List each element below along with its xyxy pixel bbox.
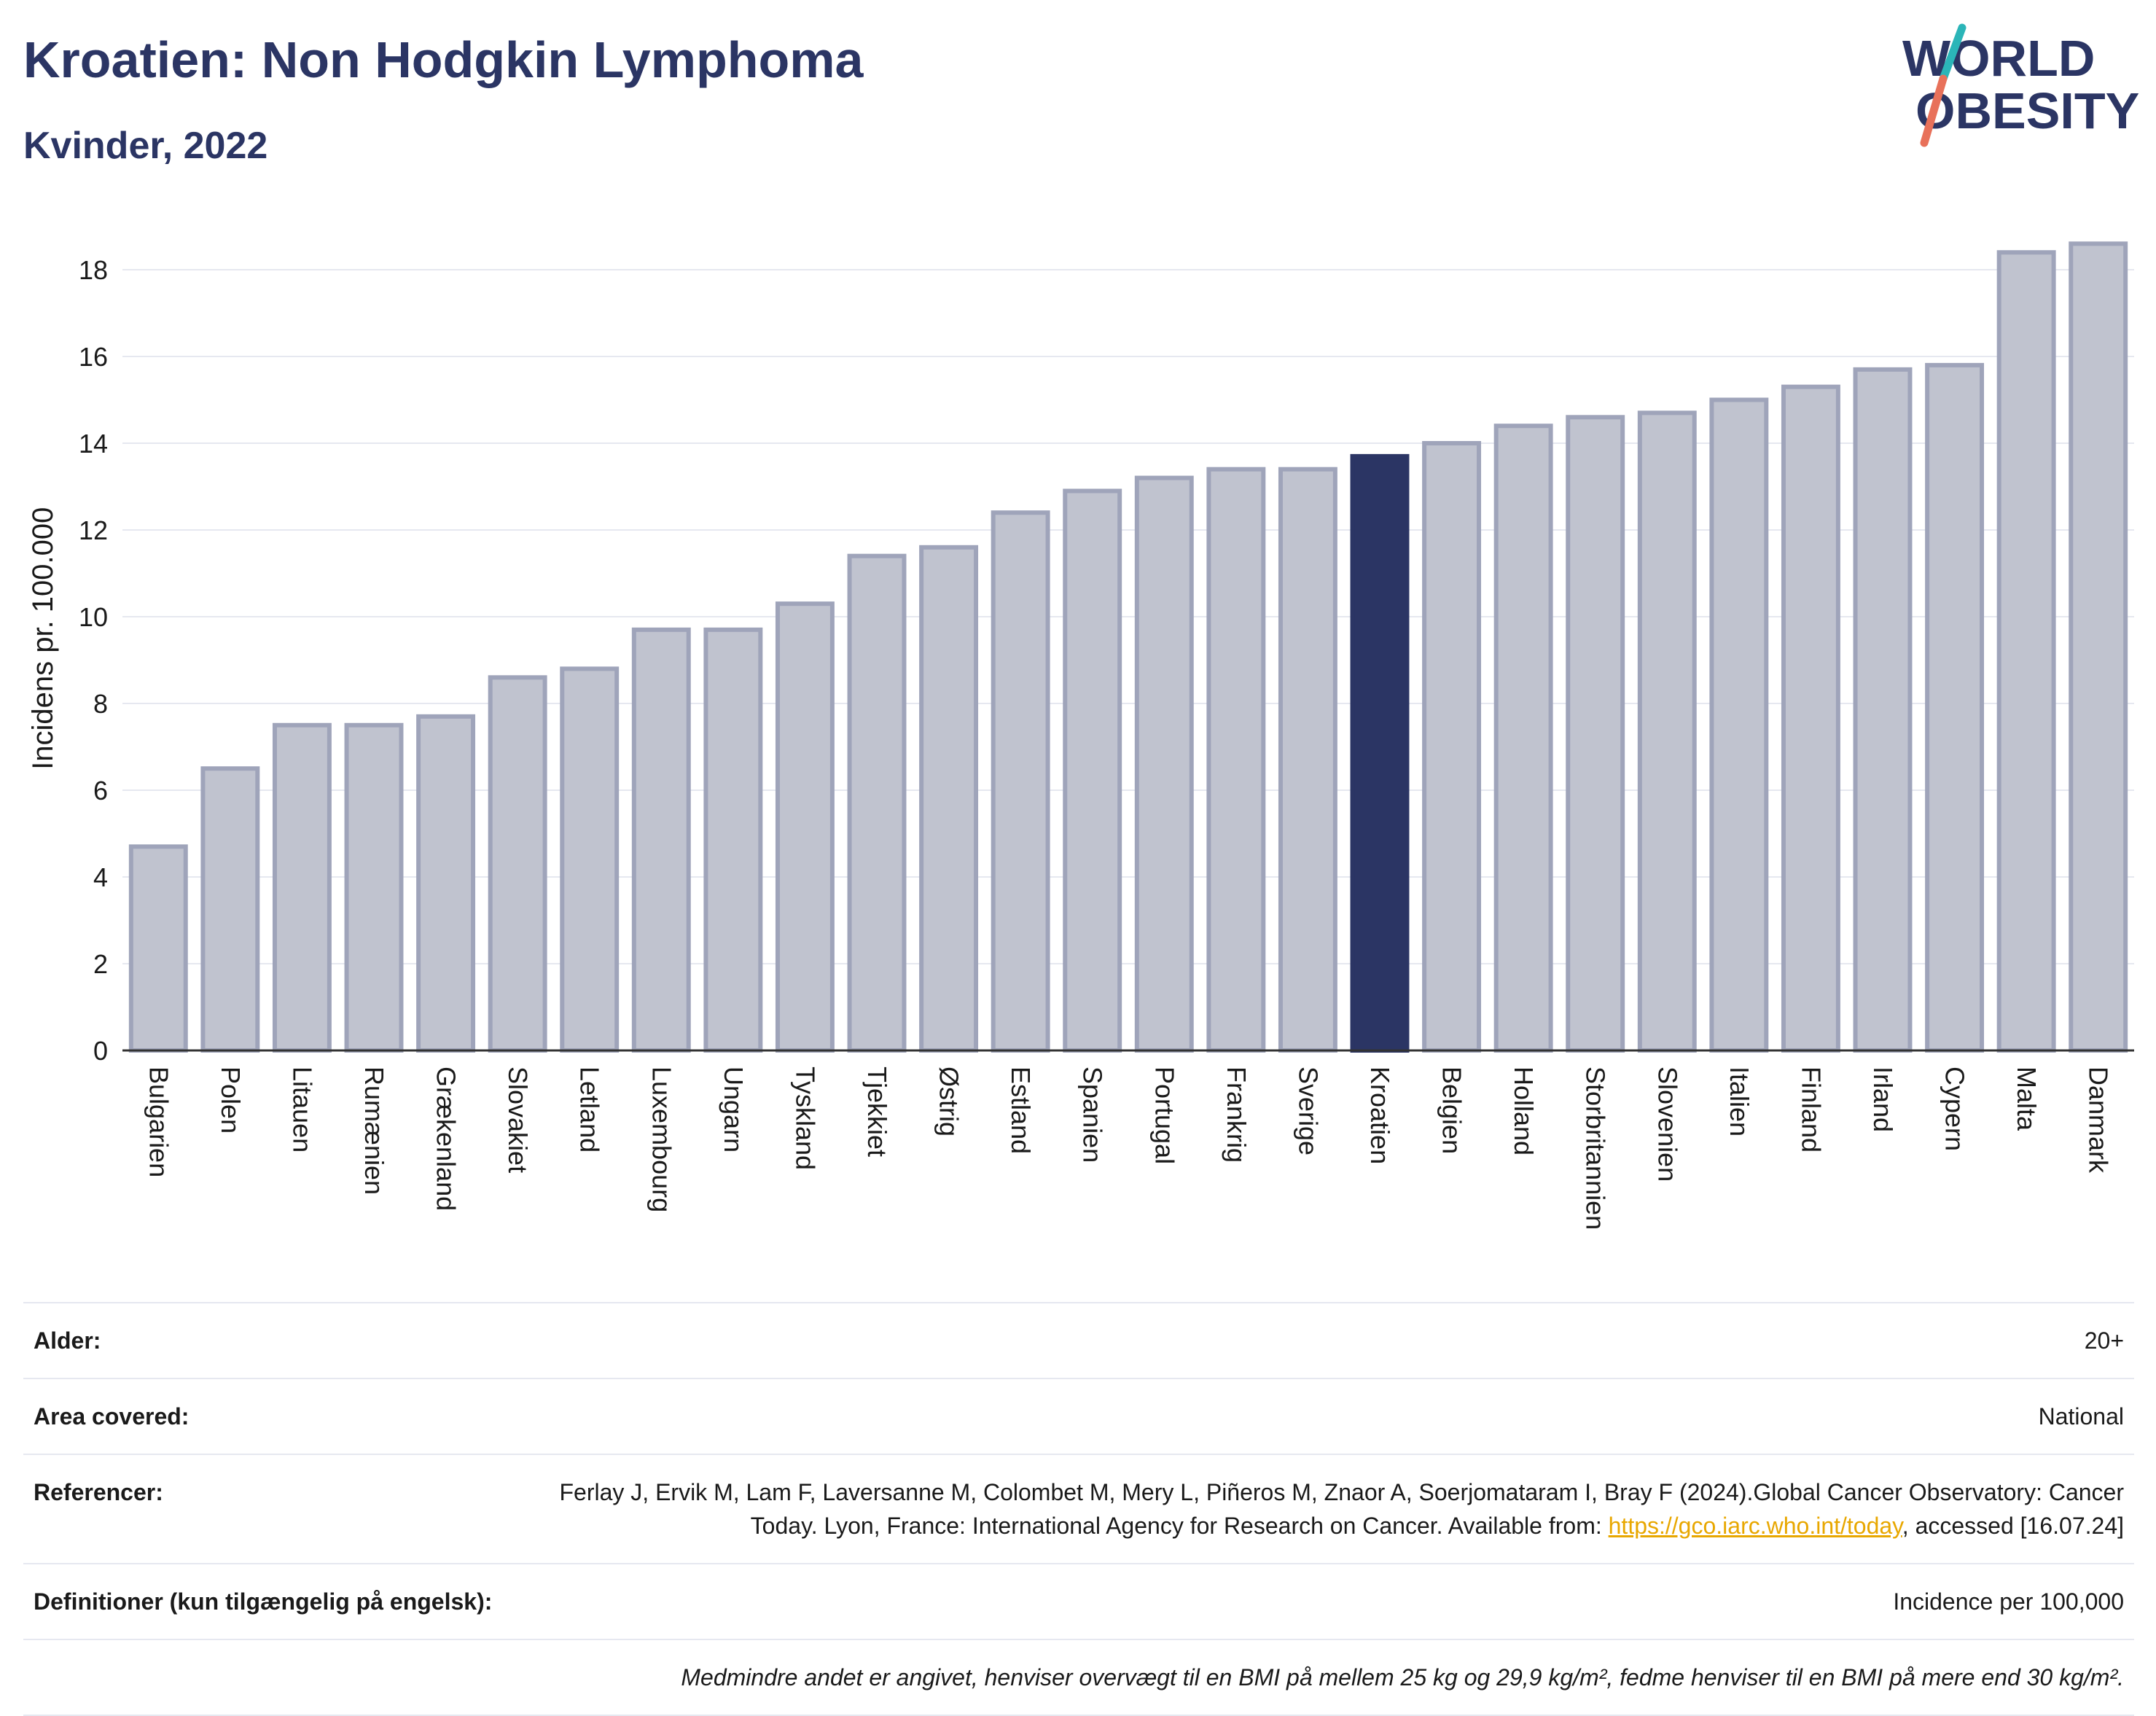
x-tick-label: Slovenien — [1652, 1066, 1682, 1182]
bar — [1709, 397, 1769, 1053]
bar — [1063, 488, 1122, 1053]
bar — [128, 844, 188, 1053]
reference-text: Ferlay J, Ervik M, Lam F, Laversanne M, … — [559, 1479, 2124, 1539]
info-note: Medmindre andet er angivet, henviser ove… — [681, 1664, 2124, 1690]
x-tick-label: Slovakiet — [503, 1066, 533, 1173]
info-label-referencer: Referencer: — [34, 1479, 163, 1505]
x-tick-label: Rumænien — [359, 1066, 389, 1195]
y-tick-label: 4 — [93, 862, 108, 892]
x-tick-label: Frankrig — [1222, 1066, 1251, 1163]
x-tick-label: Portugal — [1149, 1066, 1179, 1164]
x-tick-label: Letland — [575, 1066, 605, 1153]
bar — [1278, 467, 1337, 1053]
bar — [560, 666, 620, 1053]
x-tick-label: Tjekkiet — [862, 1066, 892, 1157]
x-tick-label: Holland — [1509, 1066, 1539, 1155]
y-tick-label: 16 — [79, 342, 108, 372]
info-label-definitioner: Definitioner (kun tilgængelig på engelsk… — [34, 1588, 493, 1615]
x-tick-label: Cypern — [1940, 1066, 1970, 1151]
bar — [1134, 475, 1194, 1053]
bar — [272, 722, 332, 1053]
x-tick-label: Østrig — [934, 1066, 964, 1136]
y-tick-label: 6 — [93, 776, 108, 806]
x-tick-label: Sverige — [1293, 1066, 1323, 1155]
bar — [1206, 467, 1266, 1053]
x-tick-label: Belgien — [1437, 1066, 1467, 1154]
info-value-area: National — [2038, 1403, 2124, 1430]
x-tick-label: Ungarn — [719, 1066, 749, 1153]
x-tick-label: Danmark — [2084, 1066, 2114, 1174]
logo-line1: WORLD — [1902, 30, 2095, 87]
x-tick-label: Italien — [1725, 1066, 1754, 1136]
world-obesity-logo: WORLD OBESITY — [1902, 23, 2139, 147]
bar — [2069, 241, 2128, 1053]
x-tick-label: Storbritannien — [1581, 1066, 1611, 1230]
bar — [1637, 410, 1697, 1053]
info-row-alder: Alder: 20+ — [23, 1302, 2134, 1378]
info-value-alder: 20+ — [2084, 1327, 2124, 1354]
bar — [1853, 367, 1913, 1053]
info-value-definitioner: Incidence per 100,000 — [1893, 1588, 2124, 1615]
x-tick-label: Malta — [2012, 1066, 2042, 1131]
reference-link[interactable]: https://gco.iarc.who.int/today — [1608, 1513, 1902, 1539]
bar — [416, 714, 476, 1053]
bar — [631, 627, 691, 1053]
chart-y-ticks: 0 2 4 6 8 10 12 14 16 18 — [79, 255, 108, 1066]
y-tick-label: 14 — [79, 429, 108, 459]
chart-bars — [128, 241, 2128, 1053]
info-row-note: Medmindre andet er angivet, henviser ove… — [23, 1639, 2134, 1716]
info-label-area: Area covered: — [34, 1403, 190, 1430]
y-tick-label: 0 — [93, 1036, 108, 1066]
bar — [847, 553, 907, 1053]
y-tick-label: 2 — [93, 949, 108, 979]
chart-x-labels: Bulgarien Polen Litauen Rumænien Grækenland S… — [144, 1066, 2113, 1230]
reference-accessed: , accessed [16.07.24] — [1902, 1513, 2124, 1539]
page-subtitle: Kvinder, 2022 — [23, 125, 268, 167]
bar — [1996, 250, 2056, 1053]
bar — [1925, 362, 1985, 1053]
y-tick-label: 18 — [79, 255, 108, 285]
page-title: Kroatien: Non Hodgkin Lymphoma — [23, 31, 864, 88]
x-tick-label: Spanien — [1078, 1066, 1108, 1163]
x-tick-label: Estland — [1006, 1066, 1036, 1154]
bar — [775, 601, 835, 1053]
x-tick-label: Litauen — [287, 1066, 317, 1153]
x-tick-label: Kroatien — [1365, 1066, 1395, 1164]
bar-highlight — [1350, 453, 1410, 1053]
bar — [1493, 424, 1553, 1053]
chart-y-label: Incidens pr. 100.000 — [27, 507, 59, 770]
logo-slash-top — [1939, 23, 1966, 83]
x-tick-label: Tyskland — [790, 1066, 820, 1170]
info-table: Alder: 20+ Area covered: National Refere… — [23, 1302, 2134, 1716]
bar — [703, 627, 763, 1053]
logo-line2: OBESITY — [1915, 82, 2139, 139]
info-row-definitioner: Definitioner (kun tilgængelig på engelsk… — [23, 1563, 2134, 1639]
logo-slash-bottom — [1920, 74, 1948, 147]
bar — [200, 766, 260, 1053]
bar — [1422, 441, 1482, 1053]
bar — [344, 722, 404, 1053]
y-tick-label: 12 — [79, 515, 108, 545]
y-tick-label: 10 — [79, 602, 108, 632]
bar — [488, 675, 547, 1053]
info-row-area: Area covered: National — [23, 1378, 2134, 1454]
x-tick-label: Irland — [1868, 1066, 1898, 1132]
x-tick-label: Finland — [1796, 1066, 1826, 1153]
info-label-alder: Alder: — [34, 1327, 101, 1354]
bar — [1566, 415, 1625, 1053]
x-tick-label: Luxembourg — [647, 1066, 676, 1212]
bar — [991, 510, 1050, 1053]
info-value-referencer: Ferlay J, Ervik M, Lam F, Laversanne M, … — [520, 1475, 2124, 1543]
info-row-referencer: Referencer: Ferlay J, Ervik M, Lam F, La… — [23, 1454, 2134, 1563]
x-tick-label: Bulgarien — [144, 1066, 173, 1177]
x-tick-label: Grækenland — [431, 1066, 461, 1211]
bar — [919, 545, 979, 1053]
bar — [1781, 384, 1840, 1053]
y-tick-label: 8 — [93, 689, 108, 719]
bar-chart: 0 2 4 6 8 10 12 14 16 18 Bulgarien Polen Litauen Rum… — [27, 241, 2134, 1230]
x-tick-label: Polen — [216, 1066, 246, 1134]
